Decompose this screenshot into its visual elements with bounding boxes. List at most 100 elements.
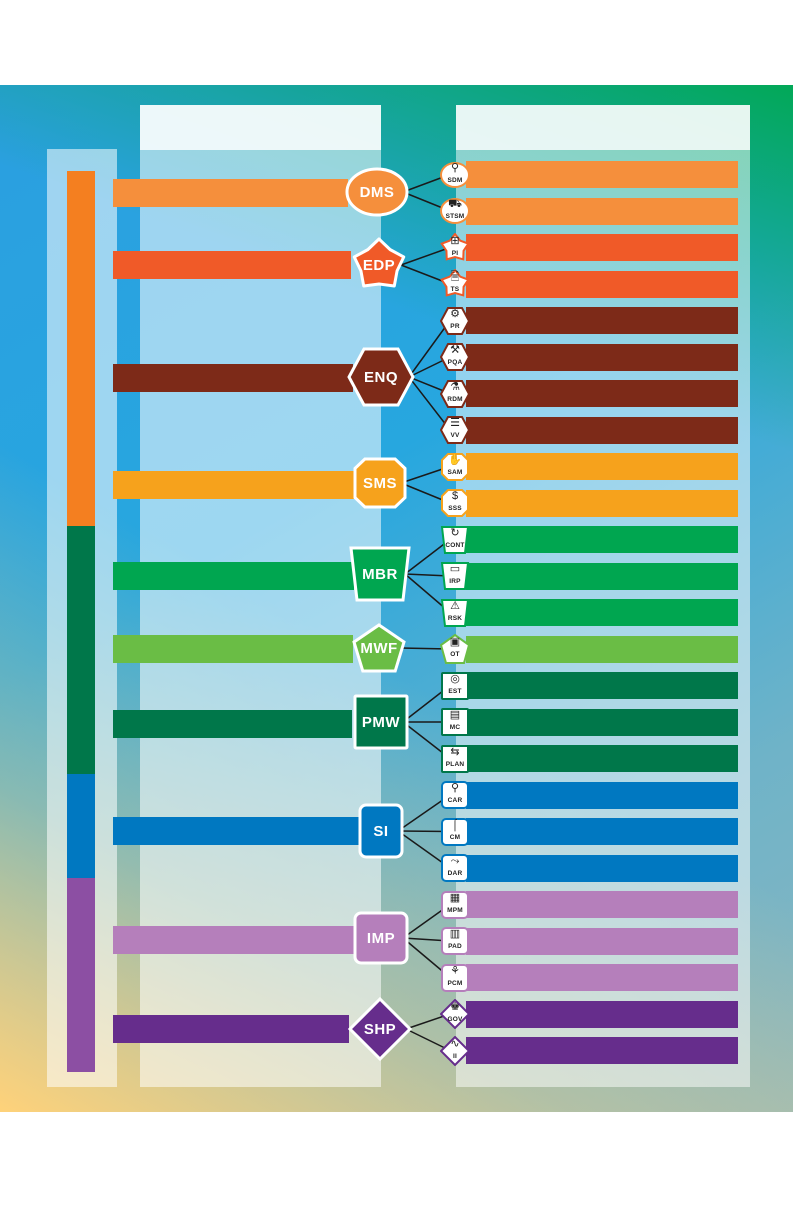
practice-area-label: MWF: [360, 639, 398, 657]
component-code-label: EST: [448, 687, 462, 695]
category-segment-green: [67, 526, 95, 774]
icon-glyph: ⚙: [450, 307, 460, 320]
component-bar-pi: [466, 234, 738, 261]
monitor-icon: ▭ IRP: [440, 561, 470, 591]
practice-area-label: DMS: [359, 183, 395, 201]
gears-icon: ⚙ PR: [440, 306, 470, 336]
plan-icon: ⇆ PLAN: [440, 744, 470, 774]
framework-poster: ⚲ SDM ⛟ STSM DMS ⊞ PI 🗎 TS EDP ⚙ PR ⚒ PQA ⚗ RDM ☰ VV ENQ ✋ S…: [0, 85, 793, 1112]
component-code-label: PI: [451, 249, 459, 257]
component-code-label: MPM: [447, 906, 463, 914]
component-bar-irp: [466, 562, 738, 590]
component-bar-mpm: [466, 891, 738, 918]
practice-area-mwf: MWF: [352, 623, 406, 673]
component-code-label: SSS: [448, 505, 462, 512]
practice-area-bar-pmw: [113, 710, 352, 738]
component-bar-sam: [466, 453, 738, 480]
money-people-icon: $ SSS: [440, 488, 470, 518]
component-code-label: SDM: [447, 176, 463, 184]
component-bar-pqa: [466, 343, 738, 371]
practice-area-pmw: PMW: [353, 694, 409, 750]
component-bar-cm: [466, 818, 738, 845]
icon-glyph: ⚘: [450, 964, 460, 977]
component-bar-vv: [466, 416, 738, 444]
component-code-label: CM: [449, 833, 461, 841]
component-bar-car: [466, 781, 738, 809]
magnifier-icon: ⚲ CAR: [440, 780, 470, 810]
practice-area-bar-dms: [113, 179, 348, 207]
icon-glyph: ✋: [448, 453, 462, 466]
practice-area-label: SI: [373, 822, 389, 840]
lab-icon: ⚗ RDM: [440, 379, 470, 409]
component-code-label: RDM: [447, 395, 463, 403]
grid-globe-icon: ⊞ PI: [440, 232, 470, 263]
practice-area-label: PMW: [361, 713, 401, 731]
component-bar-stsm: [466, 197, 738, 225]
checklist-icon: ☰ VV: [440, 415, 470, 445]
practice-area-bar-enq: [113, 364, 353, 392]
icon-glyph: 🗎: [450, 271, 460, 283]
icon-glyph: ∿: [450, 1037, 460, 1050]
practice-area-bar-edp: [113, 251, 351, 279]
category-segment-blue: [67, 774, 95, 878]
practice-area-bar-si: [113, 817, 361, 845]
component-code-label: TS: [450, 286, 460, 293]
component-bar-ii: [466, 1037, 738, 1064]
practice-area-bar-mwf: [113, 635, 353, 663]
icon-glyph: ⚒: [450, 344, 460, 356]
component-bar-cont: [466, 526, 738, 553]
component-code-label: VV: [450, 432, 460, 439]
practice-area-label: IMP: [366, 929, 396, 947]
practice-area-bar-mbr: [113, 562, 354, 590]
component-code-label: STSM: [445, 213, 465, 220]
icon-glyph: ⚲: [450, 782, 460, 794]
target-icon: ◎ EST: [440, 671, 470, 701]
practice-area-label: ENQ: [363, 368, 398, 386]
process-icon: ▥ PAD: [440, 926, 470, 956]
clipboard-icon: ▤ MC: [440, 707, 470, 737]
flowchart-icon: ⚘ PCM: [440, 963, 470, 993]
component-bar-dar: [466, 854, 738, 882]
practice-area-si: SI: [358, 803, 404, 859]
component-bar-est: [466, 672, 738, 699]
practice-area-bar-imp: [113, 926, 358, 954]
practice-area-shp: SHP: [348, 997, 412, 1061]
component-code-label: GOV: [447, 1016, 463, 1023]
practice-area-imp: IMP: [353, 911, 409, 965]
pulse-icon: ∿ II: [440, 1035, 470, 1066]
component-bar-ot: [466, 635, 738, 663]
component-code-label: IRP: [449, 578, 461, 585]
icon-glyph: ⚠: [450, 599, 460, 612]
practice-area-label: MBR: [362, 565, 398, 583]
component-code-label: RSK: [447, 614, 463, 622]
refresh-icon: ↻ CONT: [440, 525, 470, 555]
practice-area-column-header: [140, 105, 381, 150]
governance-icon: ♚ GOV: [440, 999, 470, 1029]
practice-area-edp: EDP: [351, 236, 407, 294]
icon-glyph: ⊞: [450, 234, 460, 247]
component-bar-rdm: [466, 380, 738, 407]
component-code-label: PCM: [447, 979, 463, 987]
icon-glyph: ↻: [450, 526, 460, 539]
component-code-label: PQA: [447, 359, 463, 366]
icon-glyph: ◎: [450, 672, 460, 685]
category-segment-orange: [67, 171, 95, 526]
component-bar-pr: [466, 307, 738, 334]
component-bar-rsk: [466, 599, 738, 626]
people-search-icon: ⚲ SDM: [440, 160, 470, 190]
warning-icon: ⚠ RSK: [440, 598, 470, 628]
component-bar-sdm: [466, 161, 738, 188]
icon-glyph: ⛟: [448, 198, 462, 210]
component-code-label: OT: [450, 651, 460, 658]
component-code-label: MC: [449, 724, 461, 731]
practice-area-mbr: MBR: [349, 546, 411, 602]
decision-icon: ⤳ DAR: [440, 853, 470, 883]
component-code-label: PLAN: [445, 760, 465, 768]
icon-glyph: ▦: [449, 891, 461, 904]
component-code-label: II: [452, 1052, 457, 1060]
component-bar-sss: [466, 489, 738, 517]
icon-glyph: ⚗: [450, 380, 460, 393]
report-icon: ▦ MPM: [440, 890, 470, 920]
icon-glyph: ▤: [449, 709, 461, 721]
practice-area-label: SMS: [362, 474, 397, 492]
